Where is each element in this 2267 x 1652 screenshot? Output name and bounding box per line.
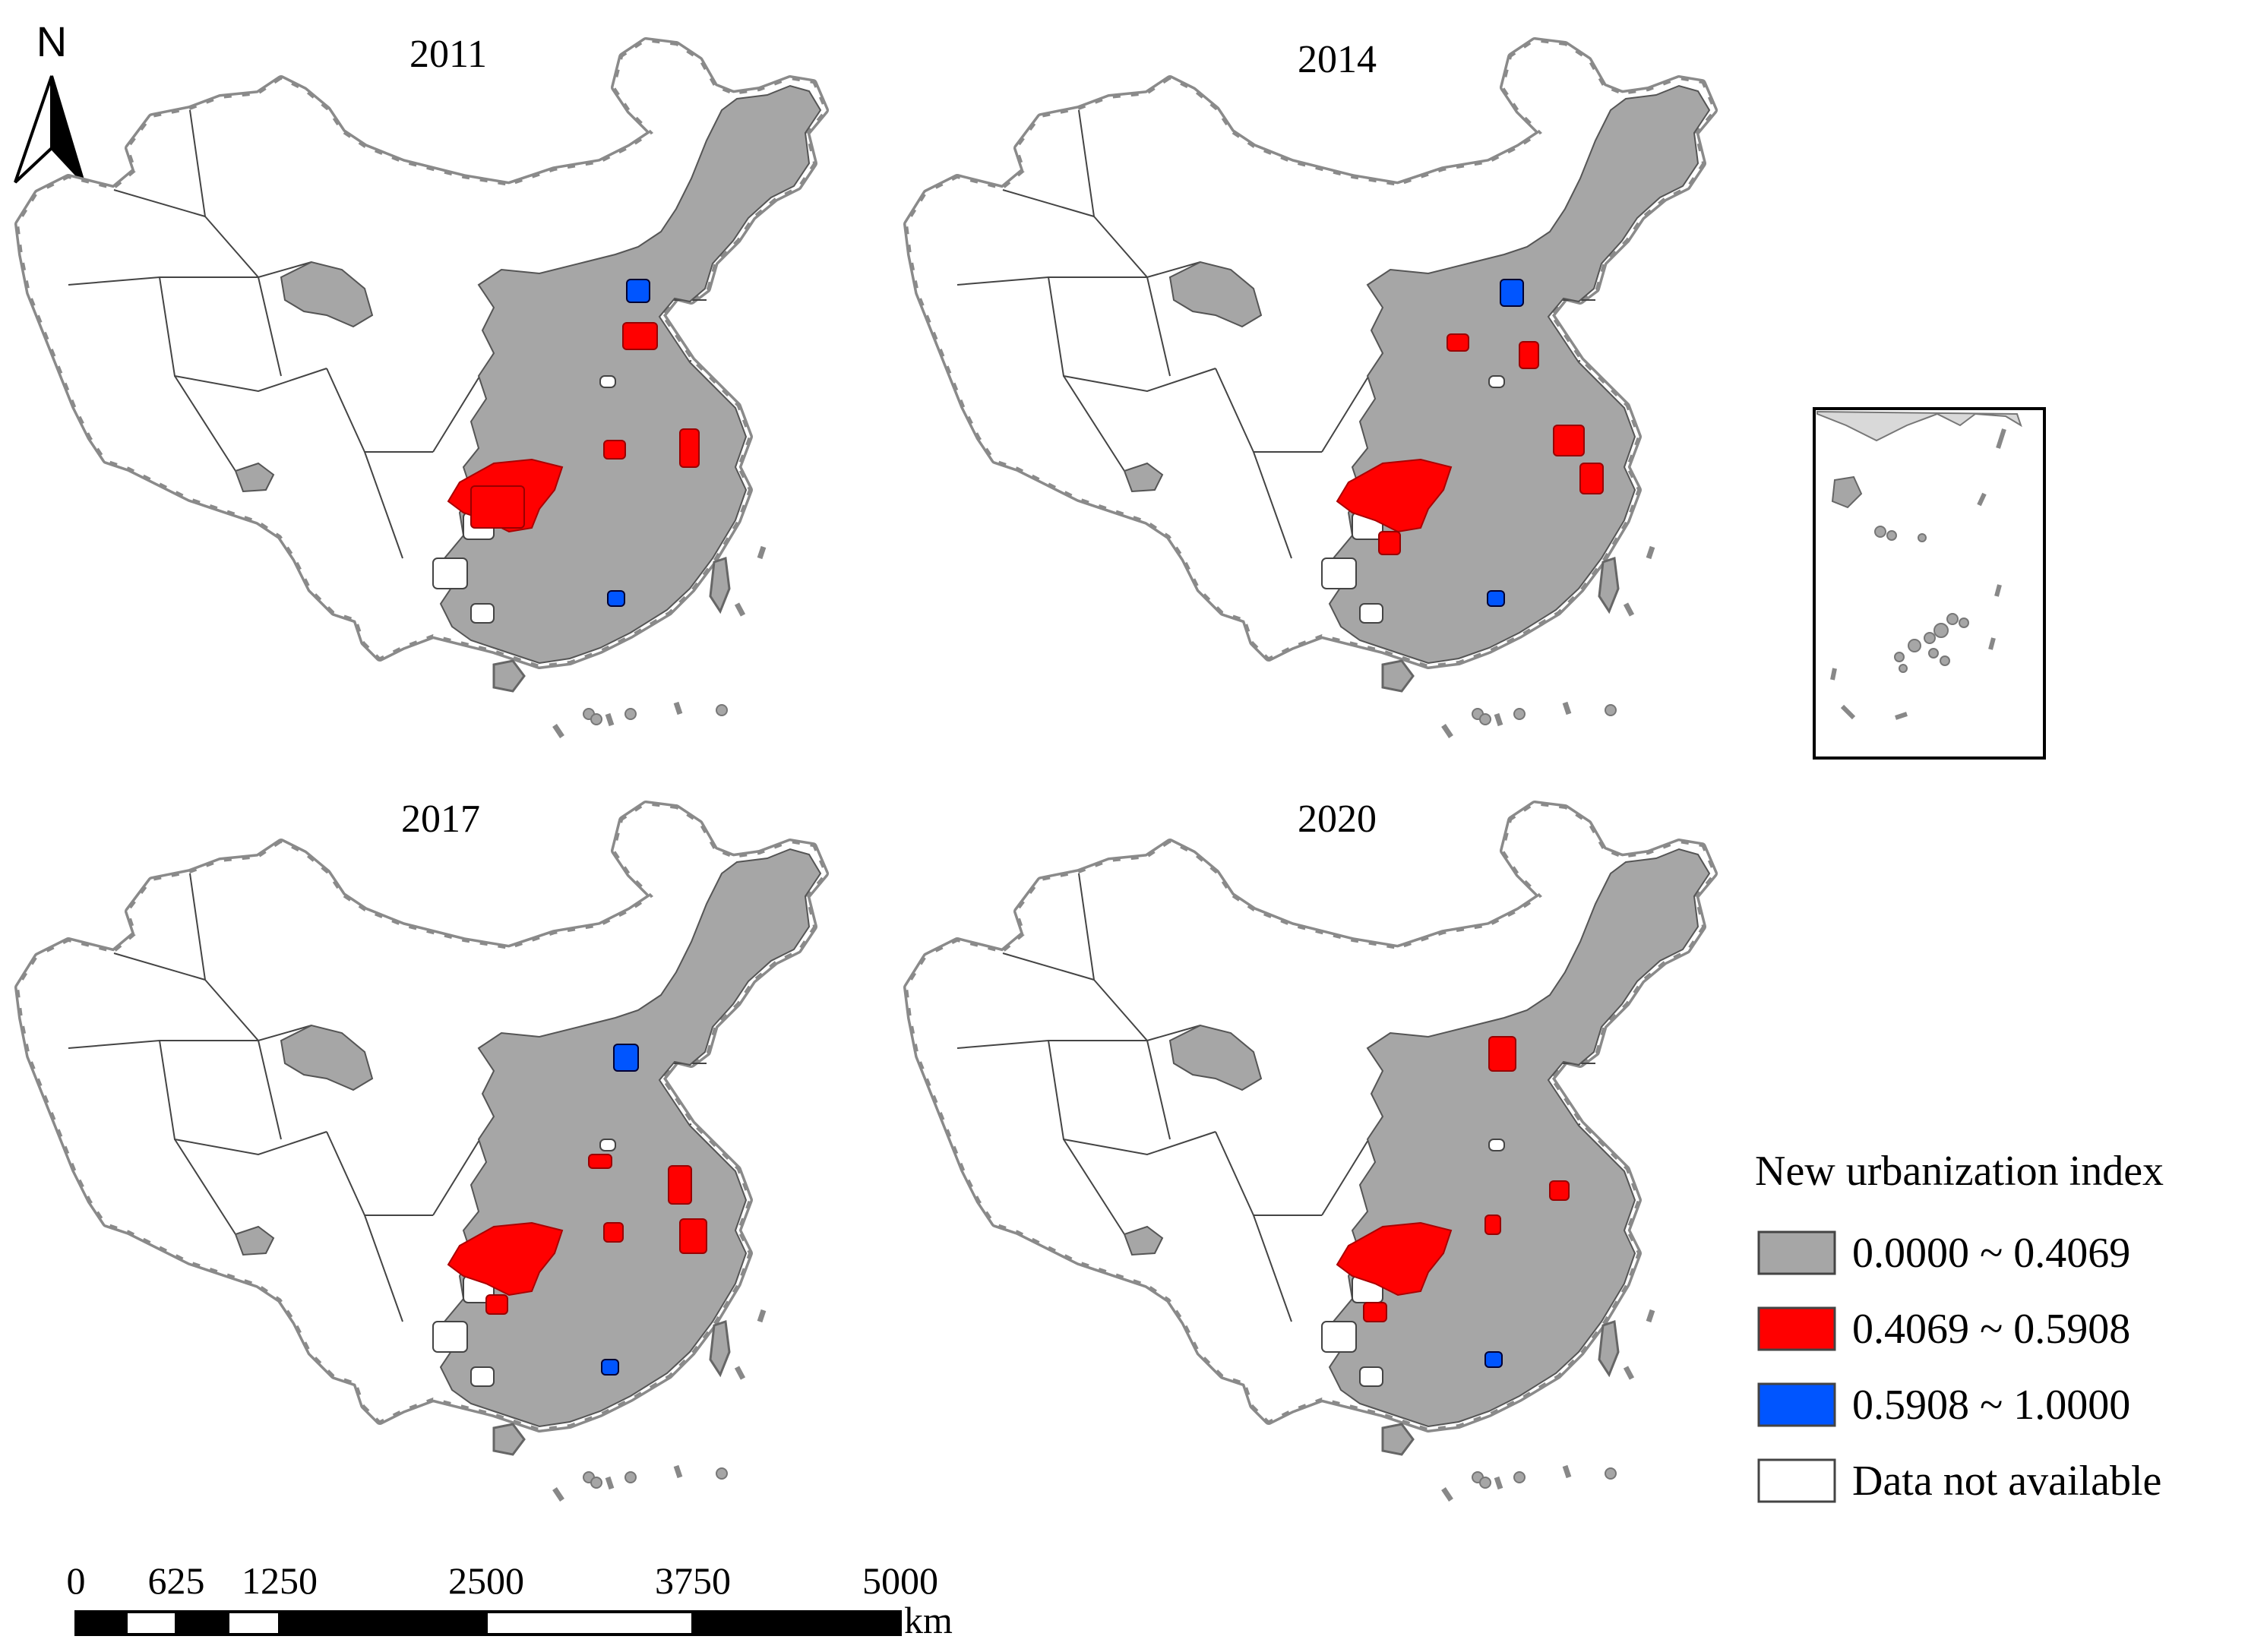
panel-year-label: 2014 [1298, 38, 1377, 81]
legend-swatch [1757, 1382, 1836, 1427]
blue-region [626, 279, 650, 303]
red-region [1519, 341, 1539, 369]
panel-year-label: 2017 [401, 798, 480, 841]
scale-tick-label: 1250 [242, 1559, 318, 1602]
red-region [622, 322, 658, 350]
panel-year-label: 2011 [409, 33, 487, 76]
scale-bar: 0 625 1250 2500 3750 5000 km [67, 1559, 953, 1641]
scale-tick-label: 625 [148, 1559, 205, 1602]
legend-label: 0.4069 ~ 0.5908 [1852, 1306, 2130, 1353]
blue-region [607, 590, 625, 607]
inset-hainan [1831, 475, 1863, 509]
north-label: N [36, 17, 67, 65]
scale-tick-label: 2500 [448, 1559, 524, 1602]
legend-label: 0.0000 ~ 0.4069 [1852, 1230, 2130, 1277]
north-arrow: N [14, 17, 85, 184]
scale-tick-label: 3750 [655, 1559, 731, 1602]
scale-tick-label: 0 [67, 1559, 86, 1602]
china-map [908, 42, 1713, 738]
scale-segment [485, 1610, 694, 1636]
red-region [470, 485, 525, 529]
inset-dashes [1830, 428, 2006, 720]
legend-swatch [1757, 1230, 1836, 1275]
red-region [1549, 1180, 1570, 1201]
red-region [603, 1222, 624, 1243]
legend-label: Data not available [1852, 1458, 2161, 1505]
blue-region [1484, 1351, 1503, 1368]
north-arrow-right [50, 75, 85, 184]
legend-label: 0.5908 ~ 1.0000 [1852, 1382, 2130, 1429]
legend-swatch [1757, 1458, 1836, 1503]
red-region [1553, 425, 1585, 456]
red-region [1378, 531, 1401, 555]
blue-region [601, 1359, 619, 1376]
china-map [908, 805, 1713, 1502]
red-region [603, 440, 626, 460]
red-region [588, 1154, 612, 1169]
red-region [485, 1294, 508, 1315]
map-panel-2011: 2011 [19, 33, 824, 738]
scale-segment [175, 1610, 229, 1636]
inset-islands [1874, 526, 1969, 673]
scale-segment [278, 1610, 488, 1636]
north-arrow-left [14, 75, 53, 184]
scale-segment [226, 1610, 281, 1636]
inset-frame [1813, 407, 2046, 760]
red-region [1488, 1036, 1516, 1072]
scale-segment [74, 1610, 128, 1636]
red-region [679, 1218, 707, 1254]
china-map [19, 42, 824, 738]
map-panels: 2011 2014 2017 2020 [19, 33, 1713, 1502]
blue-region [1500, 279, 1524, 307]
blue-region [613, 1044, 639, 1072]
inset-map [1813, 407, 2046, 760]
map-panel-2014: 2014 [908, 38, 1713, 738]
inset-coast [1816, 410, 2022, 442]
china-map [19, 805, 824, 1502]
legend-title: New urbanization index [1755, 1148, 2164, 1195]
map-panel-2017: 2017 [19, 798, 824, 1502]
panel-year-label: 2020 [1298, 798, 1377, 841]
scale-tick-label: 5000 [862, 1559, 938, 1602]
red-region [668, 1165, 692, 1205]
legend: New urbanization index 0.0000 ~ 0.4069 0.… [1755, 1148, 2164, 1505]
scale-unit: km [904, 1599, 953, 1641]
red-region [1484, 1215, 1501, 1235]
red-region [1447, 333, 1469, 352]
red-region [679, 428, 700, 468]
legend-swatch [1757, 1306, 1836, 1351]
blue-region [1487, 590, 1505, 607]
map-panel-2020: 2020 [908, 798, 1713, 1502]
red-region [1363, 1302, 1387, 1322]
scale-segment [125, 1610, 178, 1636]
scale-segment [691, 1610, 902, 1636]
red-region [1579, 463, 1604, 494]
